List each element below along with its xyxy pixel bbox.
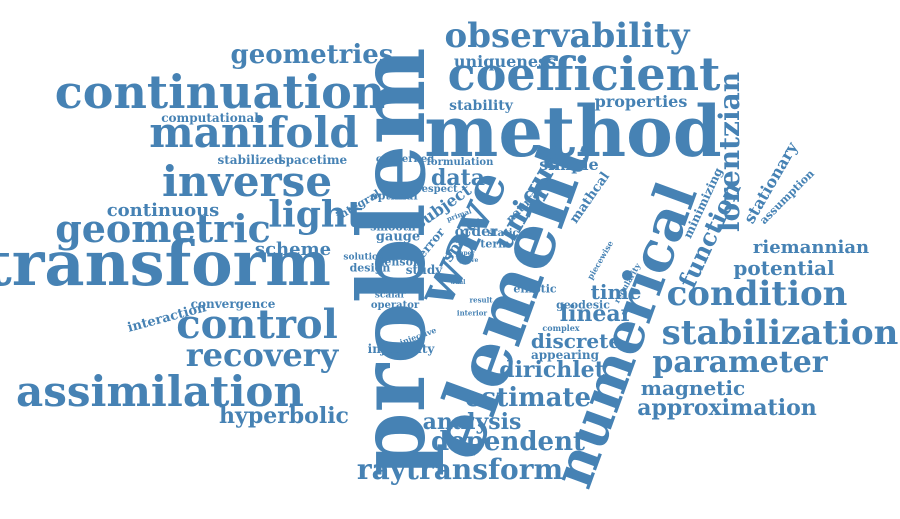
word-stabilized: stabilized (217, 153, 283, 167)
word-light: light (268, 194, 364, 236)
word-riemannian: riemannian (752, 237, 870, 258)
word-hold: hold (460, 217, 480, 227)
word-operator: operator (370, 300, 420, 311)
word-respect: respect (416, 184, 458, 195)
word-parameter: parameter (652, 345, 828, 380)
word-solution: solution (343, 252, 385, 263)
word-tensor: tensor (379, 255, 419, 269)
word-order: order (454, 224, 498, 240)
word-optimal: optimal (370, 189, 418, 203)
word-geometric: geometric (55, 206, 271, 251)
word-appearing: appearing (531, 348, 599, 362)
word-static: static (487, 228, 519, 239)
word-prove: prove (459, 257, 479, 264)
word-transform: transform (0, 227, 331, 300)
word-interior: interior (456, 308, 488, 318)
word-discrete: discrete (530, 329, 622, 353)
word-term: term (480, 237, 510, 251)
word-dual: dual (450, 279, 466, 286)
word-magnetic: magnetic (640, 376, 746, 400)
word-spacetime: spacetime (278, 153, 348, 167)
word-paper: paper (455, 250, 475, 257)
word-concerned: concerned (375, 154, 435, 165)
word-analysis: analysis (422, 409, 522, 435)
word-dependent: dependent (431, 427, 585, 457)
word-raytransform: raytransform (356, 453, 564, 486)
word-simple: simple (539, 155, 599, 174)
word-geodesic: geodesic (556, 298, 610, 312)
word-gauge: gauge (375, 229, 421, 245)
word-condition: condition (666, 274, 848, 314)
word-result: result (469, 295, 493, 305)
word-stability: stability (449, 98, 513, 114)
word-approximation: approximation (637, 395, 817, 421)
word-continuation: continuation (54, 65, 386, 119)
word-control: control (176, 301, 338, 348)
word-method: method (424, 90, 722, 173)
word-convergence: convergence (190, 297, 276, 311)
word-observability: observability (444, 16, 690, 56)
word-potential: potential (733, 256, 835, 280)
word-data: data (430, 165, 486, 191)
word-assimilation: assimilation (16, 367, 304, 416)
word-piecewise: piecewise (584, 238, 616, 282)
word-properties: properties (594, 92, 688, 111)
word-elliptic: elliptic (513, 282, 557, 296)
word-time: time (590, 280, 642, 304)
word-coefficient: coefficient (447, 47, 721, 101)
word-design: design (349, 261, 391, 275)
word-computational: computational (161, 111, 259, 125)
word-continuous: continuous (106, 200, 220, 221)
word-hyperbolic: hyperbolic (219, 403, 349, 429)
word-estimate: estimate (465, 383, 591, 413)
word-geometries: geometries (230, 40, 394, 70)
word-study: study (405, 263, 443, 277)
word-formulation: formulation (426, 157, 494, 168)
word-inverse: inverse (161, 157, 333, 206)
word-scheme: scheme (254, 239, 332, 260)
word-linear: linear (559, 301, 633, 327)
word-smooth: smooth (370, 220, 416, 234)
word-complex: complex (542, 323, 580, 333)
word-manifold: manifold (149, 108, 359, 157)
word-dirichlet: dirichlet (499, 357, 605, 383)
word-uniqueness: uniqueness (453, 52, 557, 71)
word-recovery: recovery (185, 336, 339, 374)
word-stabilization: stabilization (661, 313, 899, 353)
word-injectivity: injectivity (367, 342, 435, 356)
word-scalar: scalar (374, 290, 406, 301)
